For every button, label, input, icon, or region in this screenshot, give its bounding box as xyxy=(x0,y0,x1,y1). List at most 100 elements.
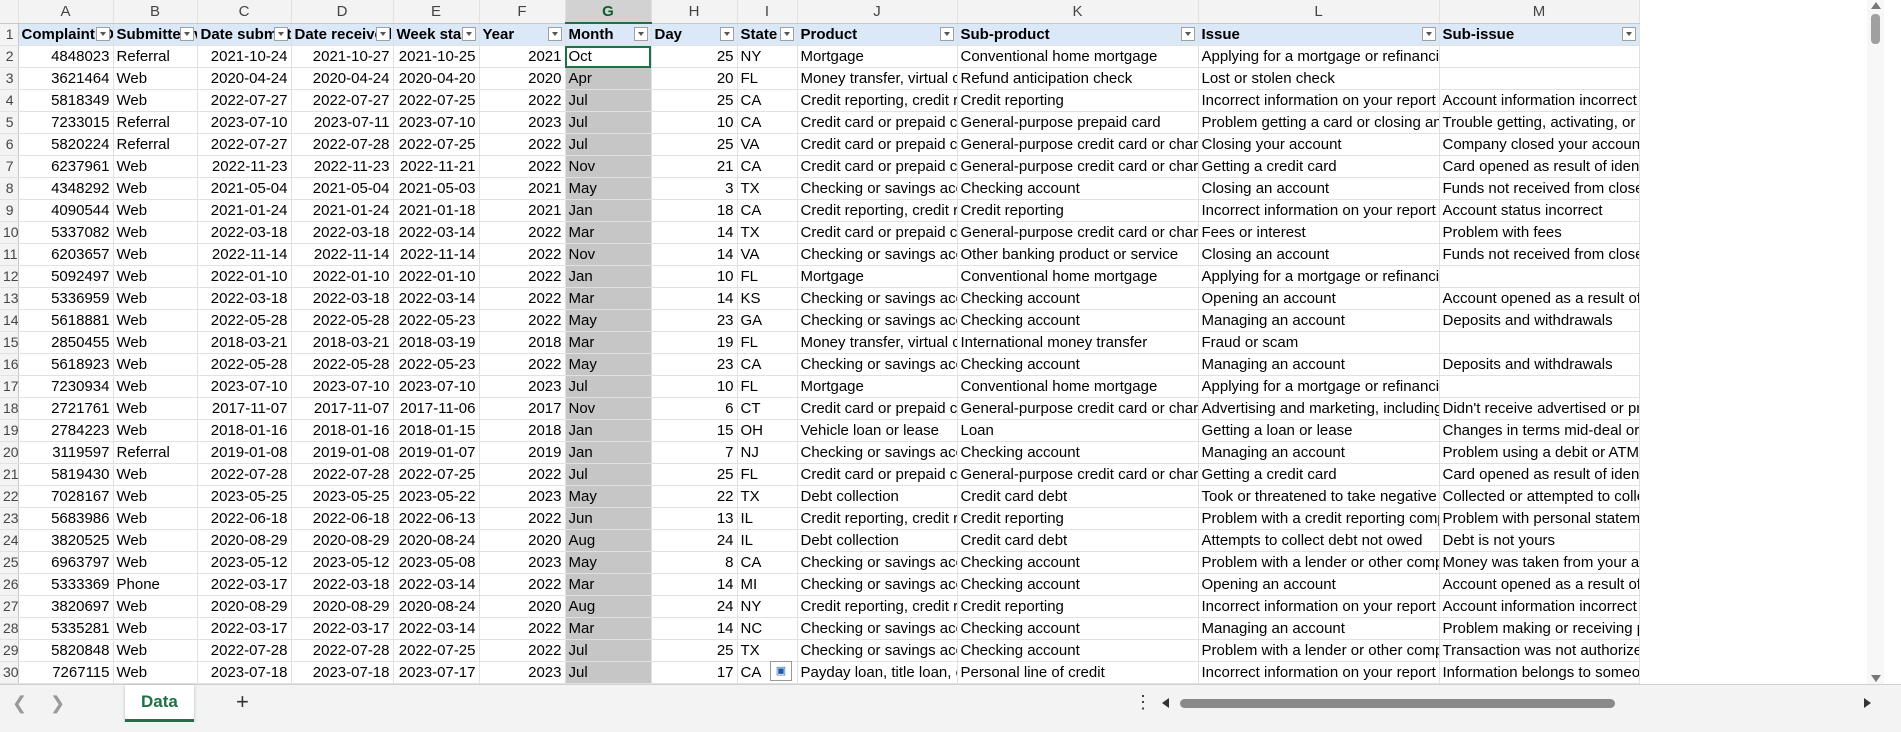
column-header-i[interactable]: I xyxy=(737,0,798,24)
cell-d[interactable]: 2022-03-18 xyxy=(291,287,394,310)
cell-f[interactable]: 2022 xyxy=(479,155,566,178)
cell-e[interactable]: 2022-05-23 xyxy=(393,353,480,376)
cell-i[interactable]: NY xyxy=(737,595,798,618)
cell-j[interactable]: Vehicle loan or lease xyxy=(797,419,958,442)
cell-m[interactable]: Information belongs to someone else xyxy=(1439,661,1640,684)
cell-c[interactable]: 2022-07-27 xyxy=(197,89,292,112)
cell-d[interactable]: 2020-04-24 xyxy=(291,67,394,90)
cell-k[interactable]: Conventional home mortgage xyxy=(957,375,1199,398)
cell-l[interactable]: Incorrect information on your report xyxy=(1198,199,1440,222)
cell-a[interactable]: 7230934 xyxy=(18,375,114,398)
cell-d[interactable]: 2022-07-27 xyxy=(291,89,394,112)
cell-a[interactable]: 5335281 xyxy=(18,617,114,640)
cell-l[interactable]: Getting a credit card xyxy=(1198,155,1440,178)
cell-c[interactable]: 2022-03-18 xyxy=(197,221,292,244)
cell-a[interactable]: 5819430 xyxy=(18,463,114,486)
cell-a[interactable]: 7267115 xyxy=(18,661,114,684)
cell-g[interactable]: May xyxy=(565,309,652,332)
cell-m[interactable]: Transaction was not authorized xyxy=(1439,639,1640,662)
cell-f[interactable]: 2022 xyxy=(479,133,566,156)
cell-g[interactable]: Jul xyxy=(565,111,652,134)
cell-b[interactable]: Web xyxy=(113,529,198,552)
cell-l[interactable]: Problem with a lender or other company c… xyxy=(1198,551,1440,574)
cell-g[interactable]: Nov xyxy=(565,397,652,420)
cell-k[interactable]: Checking account xyxy=(957,353,1199,376)
cell-b[interactable]: Web xyxy=(113,177,198,200)
cell-a[interactable]: 4848023 xyxy=(18,45,114,68)
cell-b[interactable]: Web xyxy=(113,331,198,354)
cell-b[interactable]: Web xyxy=(113,199,198,222)
horizontal-scrollbar[interactable] xyxy=(1160,695,1873,711)
cell-h[interactable]: 25 xyxy=(651,45,738,68)
cell-j[interactable]: Checking or savings account xyxy=(797,441,958,464)
cell-k[interactable]: General-purpose credit card or charge ca… xyxy=(957,221,1199,244)
cell-i[interactable]: CA xyxy=(737,551,798,574)
cell-l[interactable]: Managing an account xyxy=(1198,353,1440,376)
column-header-k[interactable]: K xyxy=(957,0,1199,24)
cell-h[interactable]: 7 xyxy=(651,441,738,464)
cell-g[interactable]: Jul xyxy=(565,661,652,684)
cell-i[interactable]: NC xyxy=(737,617,798,640)
column-header-d[interactable]: D xyxy=(291,0,394,24)
cell-d[interactable]: 2017-11-07 xyxy=(291,397,394,420)
cell-a[interactable]: 4348292 xyxy=(18,177,114,200)
cell-c[interactable]: 2023-05-25 xyxy=(197,485,292,508)
cell-a[interactable]: 5333369 xyxy=(18,573,114,596)
cell-e[interactable]: 2018-03-19 xyxy=(393,331,480,354)
filter-dropdown-icon[interactable] xyxy=(273,26,288,41)
cell-d[interactable]: 2018-01-16 xyxy=(291,419,394,442)
cell-c[interactable]: 2022-11-14 xyxy=(197,243,292,266)
cell-e[interactable]: 2017-11-06 xyxy=(393,397,480,420)
filter-dropdown-icon[interactable] xyxy=(939,26,954,41)
cell-m[interactable]: Problem with personal statement of dispu… xyxy=(1439,507,1640,530)
cell-i[interactable]: TX xyxy=(737,221,798,244)
cell-i[interactable]: GA xyxy=(737,309,798,332)
cell-l[interactable]: Problem with a credit reporting company'… xyxy=(1198,507,1440,530)
row-header[interactable]: 28 xyxy=(0,617,19,640)
cell-b[interactable]: Web xyxy=(113,419,198,442)
cell-a[interactable]: 5336959 xyxy=(18,287,114,310)
cell-k[interactable]: General-purpose prepaid card xyxy=(957,111,1199,134)
cell-f[interactable]: 2022 xyxy=(479,287,566,310)
cell-j[interactable]: Debt collection xyxy=(797,485,958,508)
cell-i[interactable]: CA xyxy=(737,111,798,134)
cell-m[interactable]: Collected or attempted to collect exempt… xyxy=(1439,485,1640,508)
cell-l[interactable]: Opening an account xyxy=(1198,573,1440,596)
cell-e[interactable]: 2020-08-24 xyxy=(393,595,480,618)
cell-l[interactable]: Getting a credit card xyxy=(1198,463,1440,486)
cell-h[interactable]: 19 xyxy=(651,331,738,354)
cell-f[interactable]: 2021 xyxy=(479,199,566,222)
cell-k[interactable]: Credit reporting xyxy=(957,89,1199,112)
cell-c[interactable]: 2022-03-18 xyxy=(197,287,292,310)
cell-c[interactable]: 2023-07-18 xyxy=(197,661,292,684)
cell-g[interactable]: Jul xyxy=(565,133,652,156)
cell-e[interactable]: 2021-01-18 xyxy=(393,199,480,222)
cell-m[interactable]: Company closed your account xyxy=(1439,133,1640,156)
cell-i[interactable]: OH xyxy=(737,419,798,442)
column-header-m[interactable]: M xyxy=(1439,0,1640,24)
cell-b[interactable]: Web xyxy=(113,309,198,332)
cell-e[interactable]: 2023-07-10 xyxy=(393,375,480,398)
cell-g[interactable]: May xyxy=(565,353,652,376)
header-cell-a[interactable]: Complaint ID xyxy=(18,23,114,46)
cell-e[interactable]: 2019-01-07 xyxy=(393,441,480,464)
cell-k[interactable]: Checking account xyxy=(957,573,1199,596)
cell-h[interactable]: 10 xyxy=(651,375,738,398)
cell-d[interactable]: 2022-06-18 xyxy=(291,507,394,530)
cell-k[interactable]: General-purpose credit card or charge ca… xyxy=(957,463,1199,486)
filter-dropdown-icon[interactable] xyxy=(779,26,794,41)
cell-d[interactable]: 2023-07-10 xyxy=(291,375,394,398)
row-header[interactable]: 22 xyxy=(0,485,19,508)
filter-dropdown-icon[interactable] xyxy=(461,26,476,41)
cell-k[interactable]: Credit card debt xyxy=(957,485,1199,508)
cell-g[interactable]: Jul xyxy=(565,375,652,398)
cell-k[interactable]: Checking account xyxy=(957,551,1199,574)
cell-f[interactable]: 2020 xyxy=(479,529,566,552)
cell-j[interactable]: Credit reporting, credit repair services… xyxy=(797,595,958,618)
cell-e[interactable]: 2022-01-10 xyxy=(393,265,480,288)
row-header[interactable]: 29 xyxy=(0,639,19,662)
cell-b[interactable]: Referral xyxy=(113,45,198,68)
cell-j[interactable]: Money transfer, virtual currency, or mon… xyxy=(797,67,958,90)
cell-b[interactable]: Web xyxy=(113,661,198,684)
cell-c[interactable]: 2022-11-23 xyxy=(197,155,292,178)
